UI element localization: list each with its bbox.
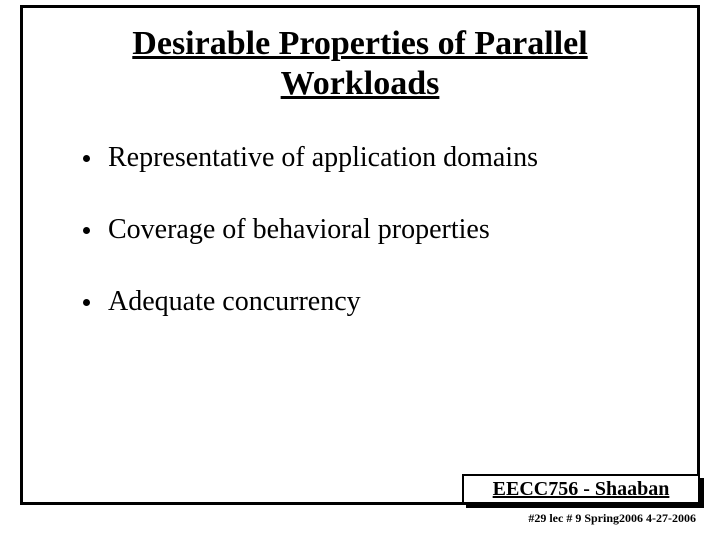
list-item: Adequate concurrency [83,286,657,318]
slide: Desirable Properties of Parallel Workloa… [0,0,720,540]
bullet-text: Adequate concurrency [108,286,361,318]
slide-frame: Desirable Properties of Parallel Workloa… [20,5,700,505]
slide-title: Desirable Properties of Parallel Workloa… [23,8,697,104]
bullet-icon [83,155,90,162]
footer-box: EECC756 - Shaaban [462,474,700,504]
bullet-text: Representative of application domains [108,142,538,174]
bullet-icon [83,299,90,306]
list-item: Representative of application domains [83,142,657,174]
list-item: Coverage of behavioral properties [83,214,657,246]
bullet-text: Coverage of behavioral properties [108,214,490,246]
bullet-icon [83,227,90,234]
subfooter: #29 lec # 9 Spring2006 4-27-2006 [528,511,696,526]
footer-text: EECC756 - Shaaban [493,478,670,501]
footer-front: EECC756 - Shaaban [462,474,700,504]
title-line1: Desirable Properties of Parallel [132,25,587,62]
title-line2: Workloads [281,65,440,102]
bullet-list: Representative of application domains Co… [23,104,697,318]
